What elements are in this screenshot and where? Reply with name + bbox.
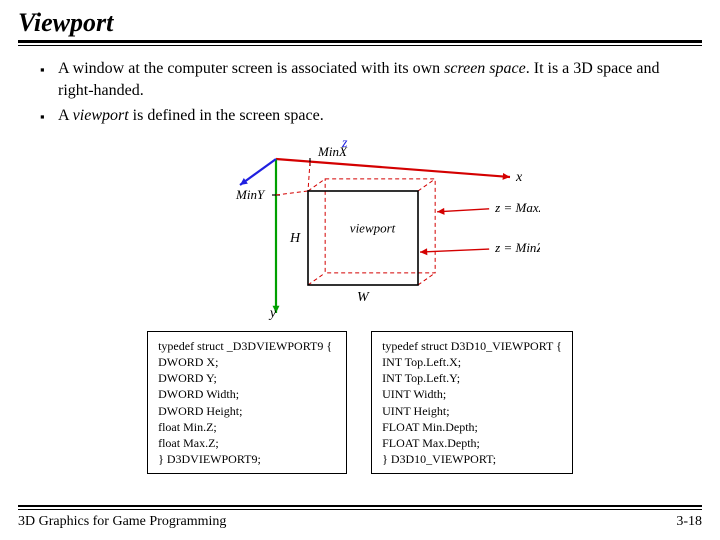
bullet-text: A viewport is defined in the screen spac… — [58, 105, 696, 127]
footer-rule-thick — [18, 505, 702, 507]
footer-left: 3D Graphics for Game Programming — [18, 514, 226, 530]
title-rule-thick — [18, 40, 702, 43]
svg-text:y: y — [268, 306, 277, 321]
code-box-d3d9: typedef struct _D3DVIEWPORT9 { DWORD X; … — [147, 331, 347, 475]
svg-text:W: W — [357, 290, 370, 305]
svg-text:viewport: viewport — [350, 220, 396, 235]
svg-text:z = MaxZ: z = MaxZ — [494, 200, 540, 215]
bullet-post: is defined in the screen space. — [129, 107, 324, 124]
svg-text:MinX: MinX — [317, 144, 348, 159]
bullet-marker-icon: ▪ — [40, 105, 58, 127]
bullet-marker-icon: ▪ — [40, 58, 58, 101]
footer-row: 3D Graphics for Game Programming 3-18 — [18, 514, 702, 530]
svg-text:x: x — [515, 170, 523, 185]
bullet-em: screen space — [444, 60, 526, 77]
footer-rule-thin — [18, 509, 702, 510]
code-box-d3d10: typedef struct D3D10_VIEWPORT { INT Top.… — [371, 331, 573, 475]
svg-text:MinY: MinY — [235, 187, 266, 202]
footer: 3D Graphics for Game Programming 3-18 — [0, 505, 720, 530]
slide: Viewport ▪ A window at the computer scre… — [0, 0, 720, 540]
bullet-pre: A window at the computer screen is assoc… — [58, 60, 444, 77]
title-rule-thin — [18, 45, 702, 46]
svg-text:H: H — [289, 231, 301, 246]
bullet-text: A window at the computer screen is assoc… — [58, 58, 696, 101]
svg-text:z = MinZ: z = MinZ — [494, 240, 540, 255]
bullet-pre: A — [58, 107, 73, 124]
list-item: ▪ A window at the computer screen is ass… — [40, 58, 696, 101]
viewport-diagram: zxyMinXMinYviewportHWz = MaxZz = MinZ — [180, 133, 540, 321]
page-title: Viewport — [18, 8, 702, 40]
footer-right: 3-18 — [676, 514, 702, 530]
code-row: typedef struct _D3DVIEWPORT9 { DWORD X; … — [18, 331, 702, 475]
bullet-em: viewport — [73, 107, 129, 124]
bullet-list: ▪ A window at the computer screen is ass… — [18, 58, 702, 127]
list-item: ▪ A viewport is defined in the screen sp… — [40, 105, 696, 127]
diagram-container: zxyMinXMinYviewportHWz = MaxZz = MinZ — [18, 133, 702, 321]
